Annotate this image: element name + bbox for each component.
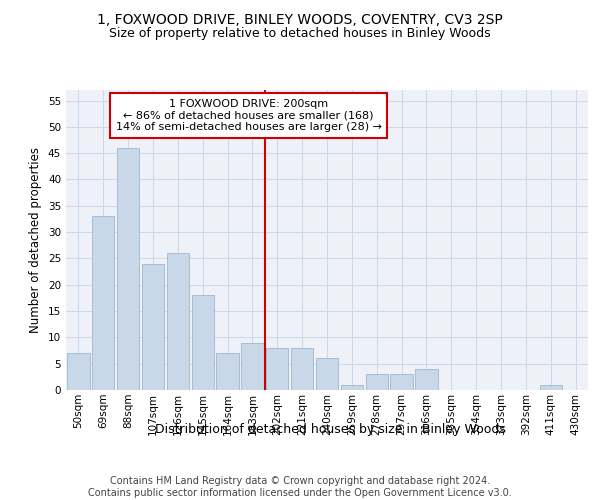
Bar xyxy=(266,348,289,390)
Bar xyxy=(167,253,189,390)
Bar xyxy=(67,353,89,390)
Text: 1 FOXWOOD DRIVE: 200sqm
← 86% of detached houses are smaller (168)
14% of semi-d: 1 FOXWOOD DRIVE: 200sqm ← 86% of detache… xyxy=(116,99,382,132)
Bar xyxy=(539,384,562,390)
Bar xyxy=(291,348,313,390)
Bar xyxy=(191,296,214,390)
Y-axis label: Number of detached properties: Number of detached properties xyxy=(29,147,43,333)
Text: 1, FOXWOOD DRIVE, BINLEY WOODS, COVENTRY, CV3 2SP: 1, FOXWOOD DRIVE, BINLEY WOODS, COVENTRY… xyxy=(97,12,503,26)
Bar xyxy=(415,369,437,390)
Text: Distribution of detached houses by size in Binley Woods: Distribution of detached houses by size … xyxy=(155,422,505,436)
Bar xyxy=(217,353,239,390)
Bar xyxy=(241,342,263,390)
Bar xyxy=(142,264,164,390)
Bar xyxy=(316,358,338,390)
Bar xyxy=(391,374,413,390)
Bar xyxy=(92,216,115,390)
Text: Size of property relative to detached houses in Binley Woods: Size of property relative to detached ho… xyxy=(109,28,491,40)
Bar xyxy=(117,148,139,390)
Text: Contains HM Land Registry data © Crown copyright and database right 2024.
Contai: Contains HM Land Registry data © Crown c… xyxy=(88,476,512,498)
Bar xyxy=(365,374,388,390)
Bar xyxy=(341,384,363,390)
